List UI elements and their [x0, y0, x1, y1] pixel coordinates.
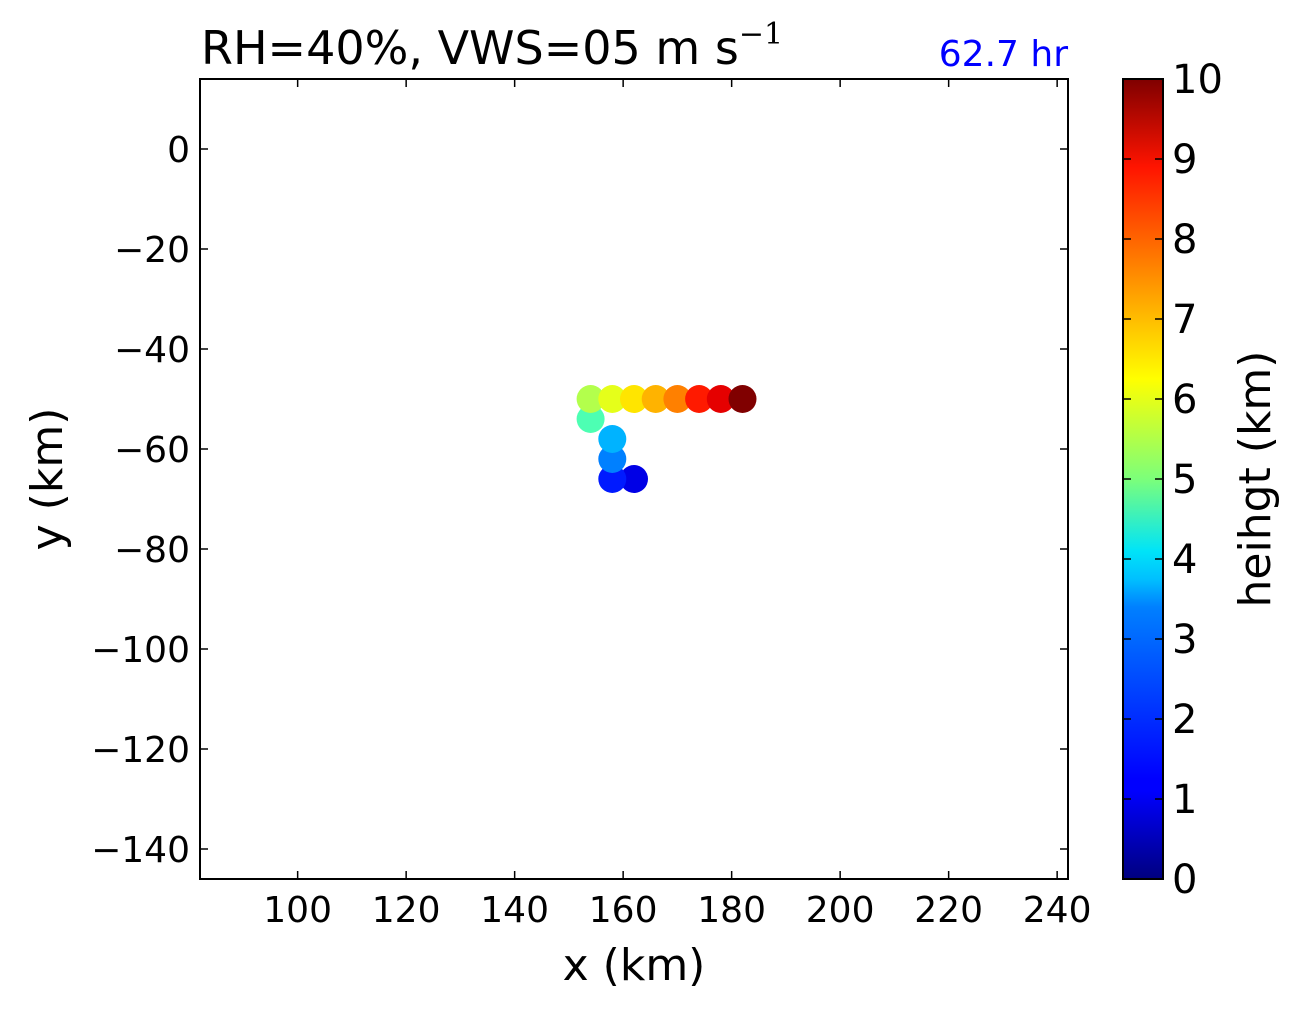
data-point: [706, 385, 735, 413]
x-tick-label: 100: [263, 890, 332, 931]
data-point: [620, 385, 648, 413]
axis-ticks: 100 120 140 160 180 200 220 240 0 −20 −40 −60 −80 −10…: [91, 79, 1092, 931]
x-tick-label: 220: [914, 890, 983, 931]
x-tick-label: 120: [372, 890, 441, 931]
data-point: [641, 385, 670, 413]
y-tick-label: −40: [114, 330, 190, 371]
data-point: [620, 465, 648, 493]
y-tick-label: 0: [167, 130, 190, 171]
colorbar-tick-label: 5: [1172, 457, 1197, 503]
colorbar-tick-label: 4: [1172, 537, 1197, 583]
y-tick-label: −100: [91, 630, 190, 671]
x-axis-label: x (km): [563, 940, 706, 991]
x-tick-label: 200: [806, 890, 875, 931]
colorbar-tick-label: 2: [1172, 697, 1197, 743]
colorbar-label: heihgt (km): [1230, 351, 1281, 608]
data-point: [598, 445, 627, 473]
data-point: [663, 385, 692, 413]
colorbar-tick-label: 10: [1172, 57, 1223, 103]
x-tick-label: 180: [697, 890, 766, 931]
chart-title-superscript: −1: [739, 17, 783, 52]
colorbar-tick-label: 0: [1172, 857, 1197, 903]
y-tick-label: −80: [114, 530, 190, 571]
colorbar-tick-label: 1: [1172, 777, 1197, 823]
data-points: [576, 385, 757, 493]
y-tick-label: −120: [91, 730, 190, 771]
plot-frame: [199, 78, 1069, 880]
data-point: [728, 385, 757, 413]
data-point: [576, 385, 605, 413]
chart-title-main: RH=40%, VWS=05 m s: [201, 21, 739, 75]
y-tick-label: −20: [114, 230, 190, 271]
data-point: [685, 385, 714, 413]
time-label: 62.7 hr: [939, 34, 1068, 75]
data-point: [598, 465, 627, 493]
y-axis-label: y (km): [22, 408, 73, 551]
colorbar-ticks: 0 1 2 3 4 5 6 7 8 9 10: [1123, 57, 1223, 903]
colorbar-tick-label: 6: [1172, 377, 1197, 423]
chart-title: RH=40%, VWS=05 m s−1: [201, 17, 783, 75]
colorbar-tick-label: 8: [1172, 217, 1197, 263]
colorbar-tick-label: 3: [1172, 617, 1197, 663]
x-tick-label: 160: [589, 890, 658, 931]
y-tick-label: −60: [114, 430, 190, 471]
data-point: [576, 405, 605, 433]
colorbar-tick-label: 7: [1172, 297, 1197, 343]
x-tick-label: 240: [1023, 890, 1092, 931]
data-point: [598, 385, 627, 413]
y-tick-label: −140: [91, 830, 190, 871]
colorbar-tick-label: 9: [1172, 137, 1197, 183]
data-point: [598, 425, 627, 453]
x-tick-label: 140: [480, 890, 549, 931]
